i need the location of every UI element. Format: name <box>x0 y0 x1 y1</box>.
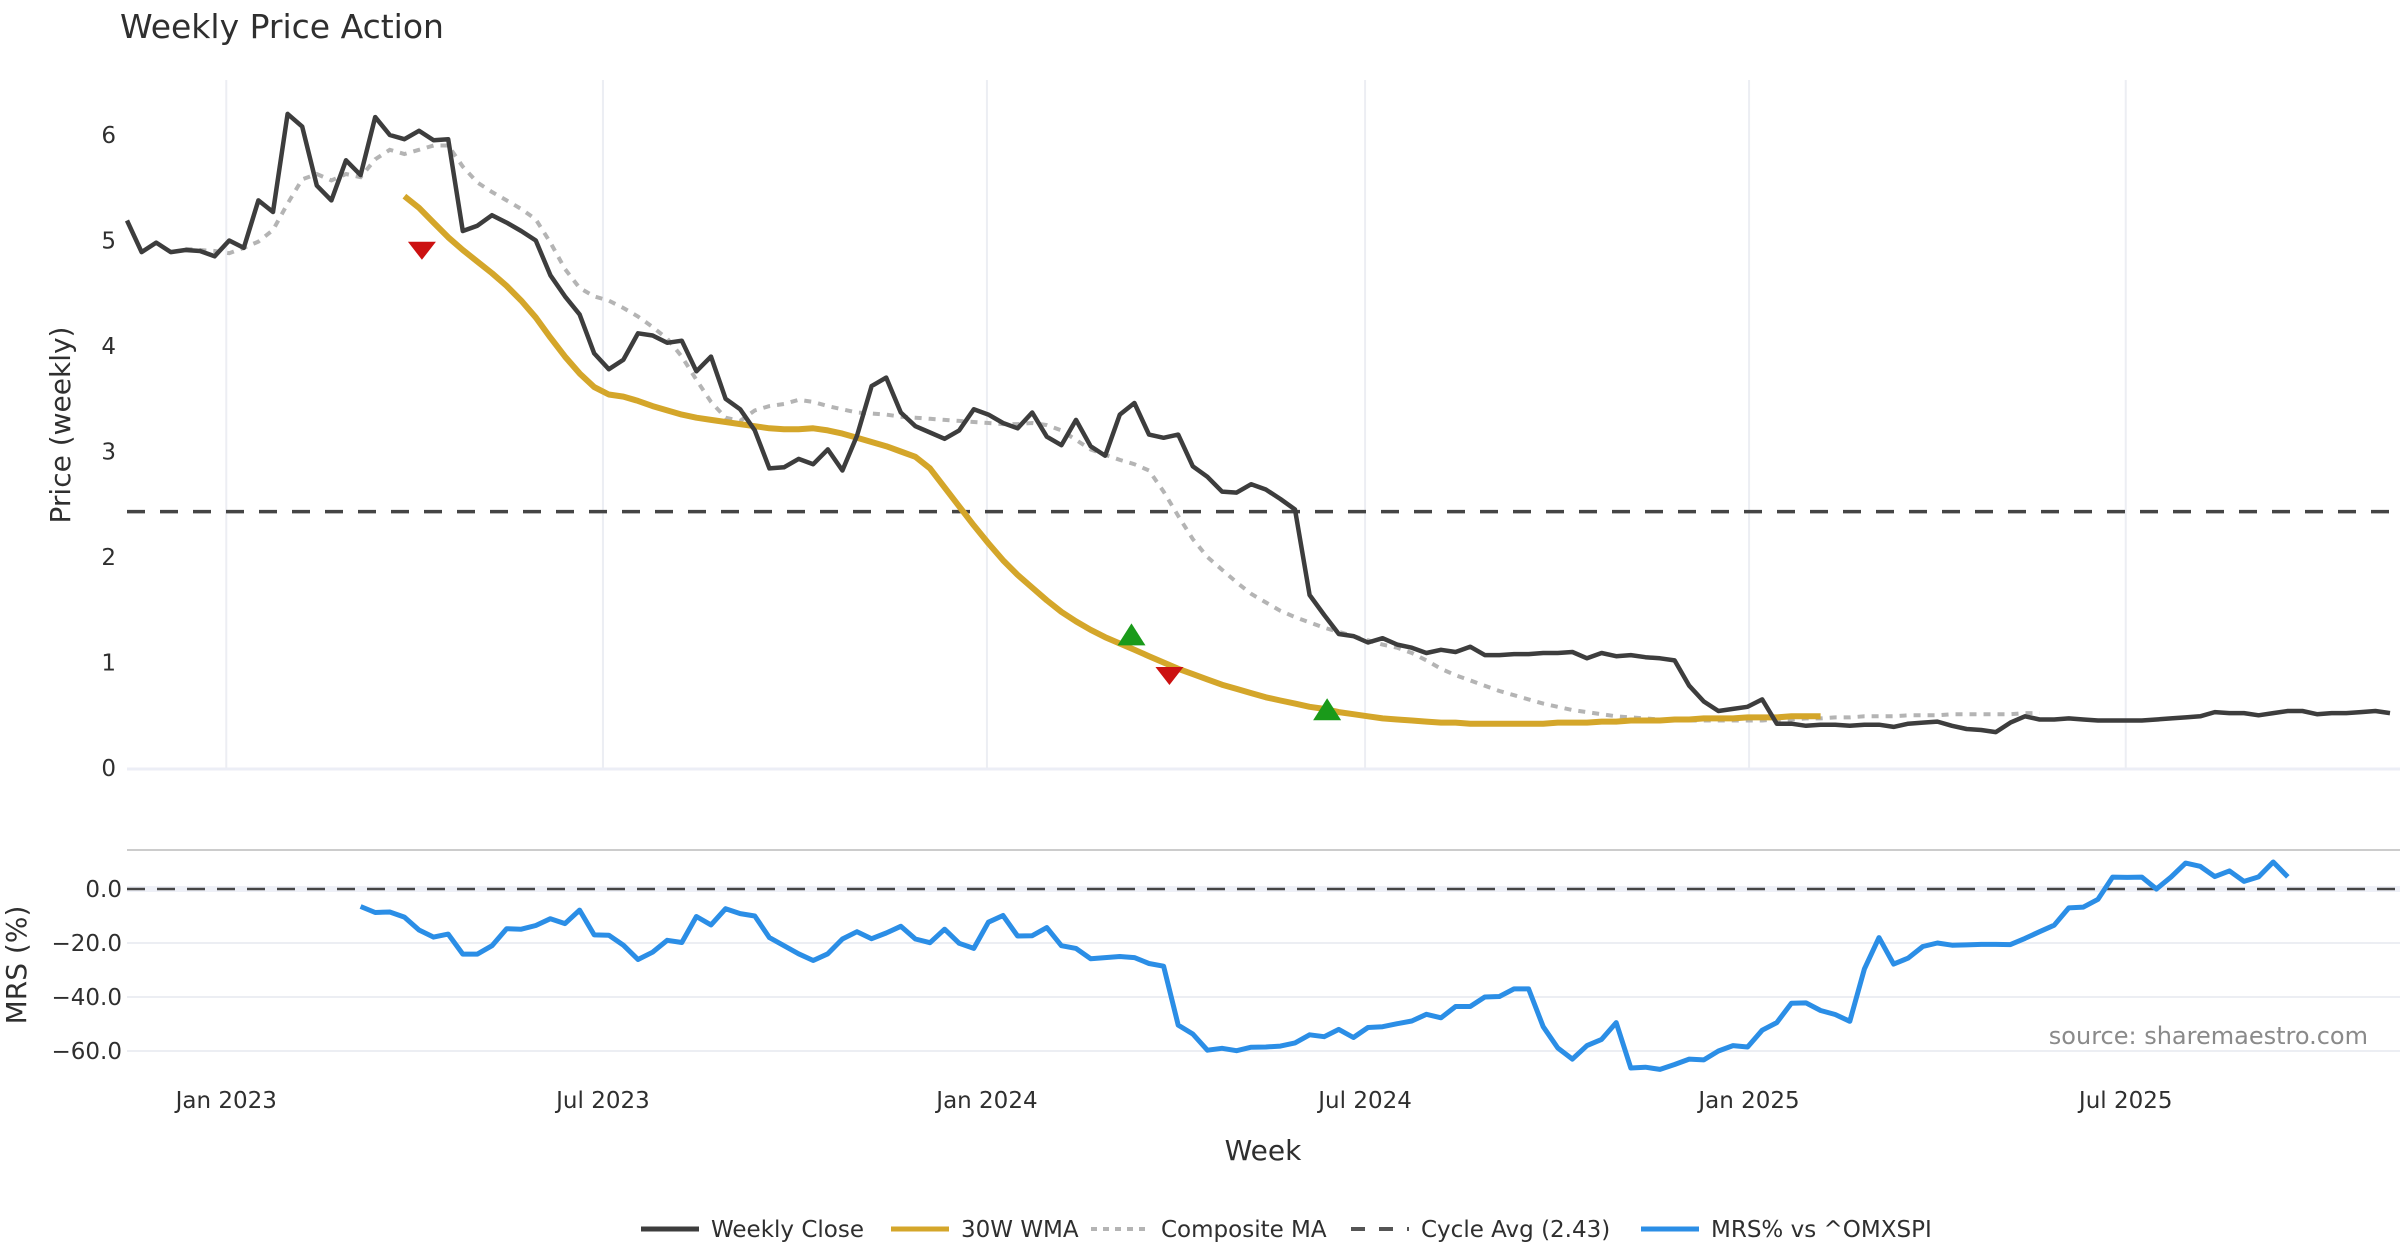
x-tick-label: Jul 2023 <box>554 1088 650 1114</box>
legend: Weekly Close 30W WMA Composite MA Cycle Avg… <box>641 1217 1932 1243</box>
signal-markers <box>407 241 1342 721</box>
x-tick-label: Jan 2025 <box>1696 1088 1799 1114</box>
buy-signal-marker <box>1313 698 1342 721</box>
sell-signal-marker <box>407 241 436 260</box>
price-y-tick-label: 1 <box>101 651 116 677</box>
price-lines <box>124 111 2400 735</box>
price-y-tick-label: 0 <box>101 756 116 782</box>
series-composite-ma <box>185 143 2040 723</box>
price-y-ticks: 0 1 2 3 4 5 6 <box>101 123 116 782</box>
x-axis-label: Week <box>1225 1134 1302 1167</box>
mrs-y-tick-label: −60.0 <box>52 1039 122 1065</box>
price-y-axis-label: Price (weekly) <box>44 327 77 524</box>
legend-label: 30W WMA <box>961 1217 1079 1243</box>
price-y-tick-label: 3 <box>101 440 116 466</box>
chart-title: Weekly Price Action <box>120 7 444 46</box>
legend-entry: 30W WMA <box>891 1217 1079 1243</box>
legend-label: Cycle Avg (2.43) <box>1421 1217 1610 1243</box>
price-y-tick-label: 6 <box>101 123 116 149</box>
legend-entry: Composite MA <box>1091 1217 1327 1243</box>
price-grid <box>127 80 2400 771</box>
mrs-y-tick-label: 0.0 <box>85 877 122 903</box>
sell-signal-marker <box>1155 666 1184 685</box>
buy-signal-marker <box>1117 623 1146 646</box>
legend-label: MRS% vs ^OMXSPI <box>1711 1217 1932 1243</box>
mrs-grid <box>127 849 2400 1052</box>
legend-entry: MRS% vs ^OMXSPI <box>1641 1217 1932 1243</box>
mrs-y-tick-label: −40.0 <box>52 985 122 1011</box>
mrs-y-tick-label: −20.0 <box>52 931 122 957</box>
x-ticks: Jan 2023 Jul 2023 Jan 2024 Jul 2024 Jan 2025… <box>174 1088 2173 1114</box>
mrs-lines <box>359 859 2290 1072</box>
mrs-y-ticks: 0.0 −20.0 −40.0 −60.0 <box>52 877 122 1065</box>
price-y-tick-label: 5 <box>101 229 116 255</box>
x-tick-label: Jan 2023 <box>174 1088 277 1114</box>
legend-label: Composite MA <box>1161 1217 1327 1243</box>
x-tick-label: Jan 2024 <box>934 1088 1037 1114</box>
x-tick-label: Jul 2024 <box>1316 1088 1412 1114</box>
legend-label: Weekly Close <box>711 1217 864 1243</box>
legend-entry: Cycle Avg (2.43) <box>1351 1217 1610 1243</box>
x-tick-label: Jul 2025 <box>2077 1088 2173 1114</box>
source-note: source: sharemaestro.com <box>2049 1022 2368 1050</box>
price-y-tick-label: 2 <box>101 545 116 571</box>
mrs-y-axis-label: MRS (%) <box>0 906 33 1025</box>
series-30w-wma <box>402 193 1821 727</box>
legend-entry: Weekly Close <box>641 1217 864 1243</box>
series-weekly-close <box>124 111 2391 735</box>
series-mrs <box>359 859 2290 1072</box>
price-y-tick-label: 4 <box>101 334 116 360</box>
